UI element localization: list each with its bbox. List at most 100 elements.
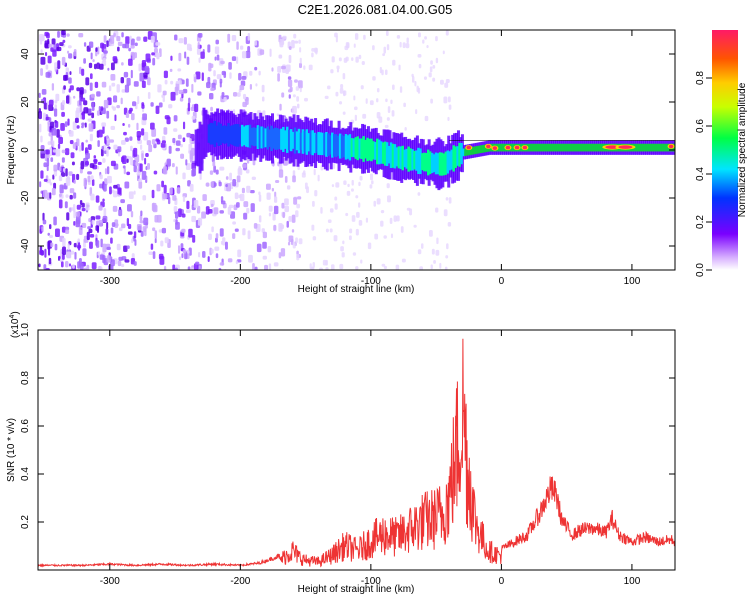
signal-band-core: [446, 150, 450, 174]
signal-band-core: [381, 142, 385, 164]
spectrogram-noise-cell: [58, 255, 61, 260]
spectrogram-noise-cell: [79, 87, 84, 95]
spectrogram-noise-cell: [276, 113, 280, 117]
spectrogram-noise-cell: [281, 202, 285, 209]
spectrogram-noise-cell: [81, 142, 84, 151]
spectrogram-noise-cell: [111, 222, 116, 227]
spectrogram-noise-cell: [51, 187, 56, 196]
spectrogram-noise-cell: [58, 175, 63, 182]
spectrogram-noise-cell: [75, 220, 81, 228]
spectrogram-noise-cell: [275, 179, 280, 183]
spectrogram-noise-cell: [83, 177, 87, 187]
spectrogram-noise-cell: [65, 229, 70, 234]
signal-band-core: [383, 141, 387, 166]
spectrogram-noise-cell: [179, 97, 184, 102]
spectrogram-noise-cell: [188, 97, 191, 104]
signal-peak: [605, 145, 620, 149]
spectrogram-noise-cell: [211, 203, 214, 208]
spectrogram-noise-cell: [351, 57, 354, 62]
spectrogram-x-tick-label: -100: [361, 276, 381, 287]
spectrogram-noise-cell: [241, 187, 245, 194]
spectrogram-noise-cell: [111, 105, 114, 109]
spectrogram-noise-cell: [113, 190, 118, 198]
spectrogram-noise-cell: [354, 114, 357, 122]
signal-band-core: [364, 139, 367, 159]
spectrogram-noise-cell: [391, 110, 395, 117]
spectrogram-noise-cell: [65, 194, 69, 198]
spectrogram-noise-cell: [195, 261, 200, 266]
spectrogram-noise-cell: [317, 174, 320, 182]
spectrogram-noise-cell: [404, 126, 407, 131]
spectrogram-noise-cell: [90, 175, 94, 181]
spectrogram-noise-cell: [239, 193, 245, 202]
spectrogram-noise-cell: [42, 112, 46, 121]
spectrogram-noise-cell: [223, 71, 227, 79]
spectrogram-noise-cell: [66, 50, 70, 54]
signal-band-core: [317, 131, 320, 155]
spectrogram-noise-cell: [219, 166, 225, 171]
spectrogram-noise-cell: [219, 228, 224, 237]
spectrogram-noise-cell: [124, 137, 129, 142]
spectrogram-noise-cell: [170, 80, 174, 85]
signal-band-core: [554, 143, 557, 152]
spectrogram-noise-cell: [73, 210, 76, 219]
spectrogram-noise-cell: [258, 191, 261, 196]
spectrogram-noise-cell: [85, 152, 90, 159]
signal-band-core: [262, 127, 266, 149]
colorbar-tick-label: 0.6: [695, 119, 706, 133]
spectrogram-noise-cell: [61, 111, 65, 117]
spectrogram-noise-cell: [89, 241, 93, 249]
spectrogram-noise-cell: [396, 34, 401, 39]
spectrogram-noise-cell: [231, 56, 237, 62]
spectrogram-noise-cell: [262, 255, 267, 260]
spectrogram-noise-cell: [68, 171, 73, 176]
spectrogram-noise-cell: [216, 74, 222, 80]
signal-band-core: [589, 143, 593, 152]
spectrogram-noise-cell: [50, 242, 54, 248]
spectrogram-noise-cell: [148, 251, 154, 255]
spectrogram-noise-cell: [372, 45, 375, 51]
signal-band-core: [597, 143, 600, 152]
spectrogram-noise-cell: [152, 202, 155, 210]
signal-band-core: [399, 146, 403, 169]
spectrogram-noise-cell: [76, 138, 80, 147]
spectrogram-noise-cell: [194, 103, 199, 112]
spectrogram-noise-cell: [215, 237, 218, 243]
spectrogram-noise-cell: [139, 72, 145, 82]
spectrogram-noise-cell: [112, 56, 118, 62]
spectrogram-noise-cell: [398, 64, 401, 71]
snr-y-tick-label: 0.4: [20, 467, 31, 481]
spectrogram-noise-cell: [131, 113, 135, 121]
spectrogram-noise-cell: [168, 196, 171, 205]
signal-band-core: [656, 143, 659, 152]
spectrogram-noise-cell: [76, 107, 81, 114]
spectrogram-noise-cell: [126, 158, 129, 163]
signal-band-core: [252, 127, 256, 147]
spectrogram-noise-cell: [380, 209, 385, 214]
spectrogram-noise-cell: [210, 106, 213, 112]
spectrogram-noise-cell: [373, 200, 377, 207]
spectrogram-noise-cell: [47, 247, 51, 256]
spectrogram-noise-cell: [139, 163, 143, 172]
spectrogram-noise-cell: [122, 165, 126, 169]
spectrogram-noise-cell: [409, 208, 413, 216]
spectrogram-noise-cell: [101, 81, 107, 88]
spectrogram-noise-cell: [104, 168, 107, 175]
spectrogram-noise-cell: [448, 197, 452, 204]
signal-band-core: [284, 130, 287, 149]
spectrogram-noise-cell: [308, 64, 313, 71]
spectrogram-noise-cell: [295, 210, 299, 218]
spectrogram-noise-cell: [331, 184, 335, 188]
spectrogram-noise-cell: [133, 190, 136, 195]
signal-band-core: [585, 143, 589, 152]
spectrogram-noise-cell: [278, 54, 283, 59]
spectrogram-noise-cell: [279, 103, 282, 111]
spectrogram-noise-cell: [365, 217, 369, 223]
signal-band-core: [436, 153, 440, 175]
spectrogram-noise-cell: [362, 113, 367, 119]
spectrogram-noise-cell: [439, 79, 444, 85]
spectrogram-noise-cell: [355, 195, 359, 199]
spectrogram-noise-cell: [191, 267, 195, 270]
spectrogram-noise-cell: [182, 172, 186, 180]
spectrogram-noise-cell: [267, 245, 272, 253]
